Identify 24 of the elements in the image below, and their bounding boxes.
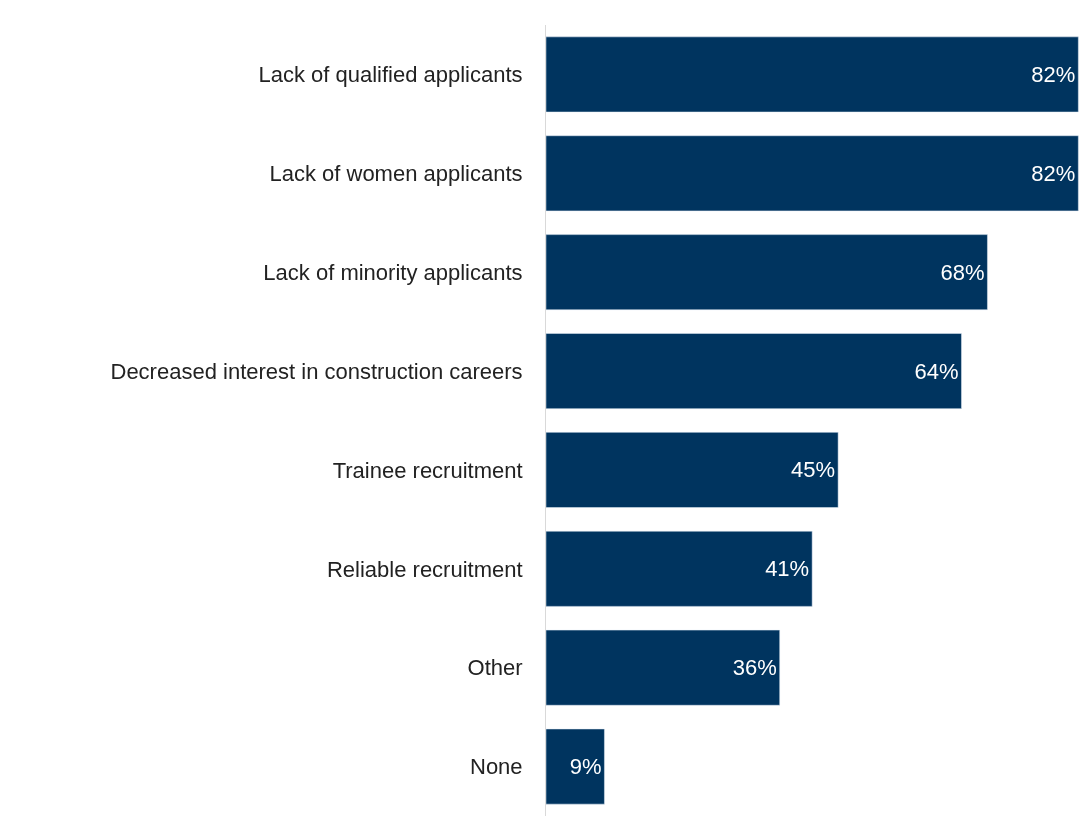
data-label: 68% xyxy=(940,259,985,285)
y-tick-label: Lack of minority applicants xyxy=(263,259,523,285)
bar xyxy=(546,135,1079,212)
y-tick-label: Reliable recruitment xyxy=(326,556,523,582)
bar xyxy=(546,530,813,607)
y-tick-label: None xyxy=(470,754,523,780)
bar xyxy=(546,432,839,508)
data-label: 9% xyxy=(569,754,602,780)
data-label: 64% xyxy=(914,358,959,384)
y-tick-label: Other xyxy=(467,655,523,681)
y-tick-label: Lack of qualified applicants xyxy=(258,62,523,88)
data-label: 82% xyxy=(1031,61,1076,87)
data-label: 41% xyxy=(765,556,810,582)
bar xyxy=(546,333,962,409)
bar xyxy=(546,728,605,805)
data-label: 82% xyxy=(1031,160,1076,186)
data-label: 36% xyxy=(732,655,777,681)
y-tick-label: Decreased interest in construction careers xyxy=(110,358,523,384)
y-tick-label: Lack of women applicants xyxy=(269,161,523,187)
data-label: 45% xyxy=(791,457,836,483)
bar xyxy=(546,629,780,706)
bar xyxy=(546,234,988,311)
y-tick-label: Trainee recruitment xyxy=(332,457,523,483)
bar xyxy=(546,36,1079,113)
